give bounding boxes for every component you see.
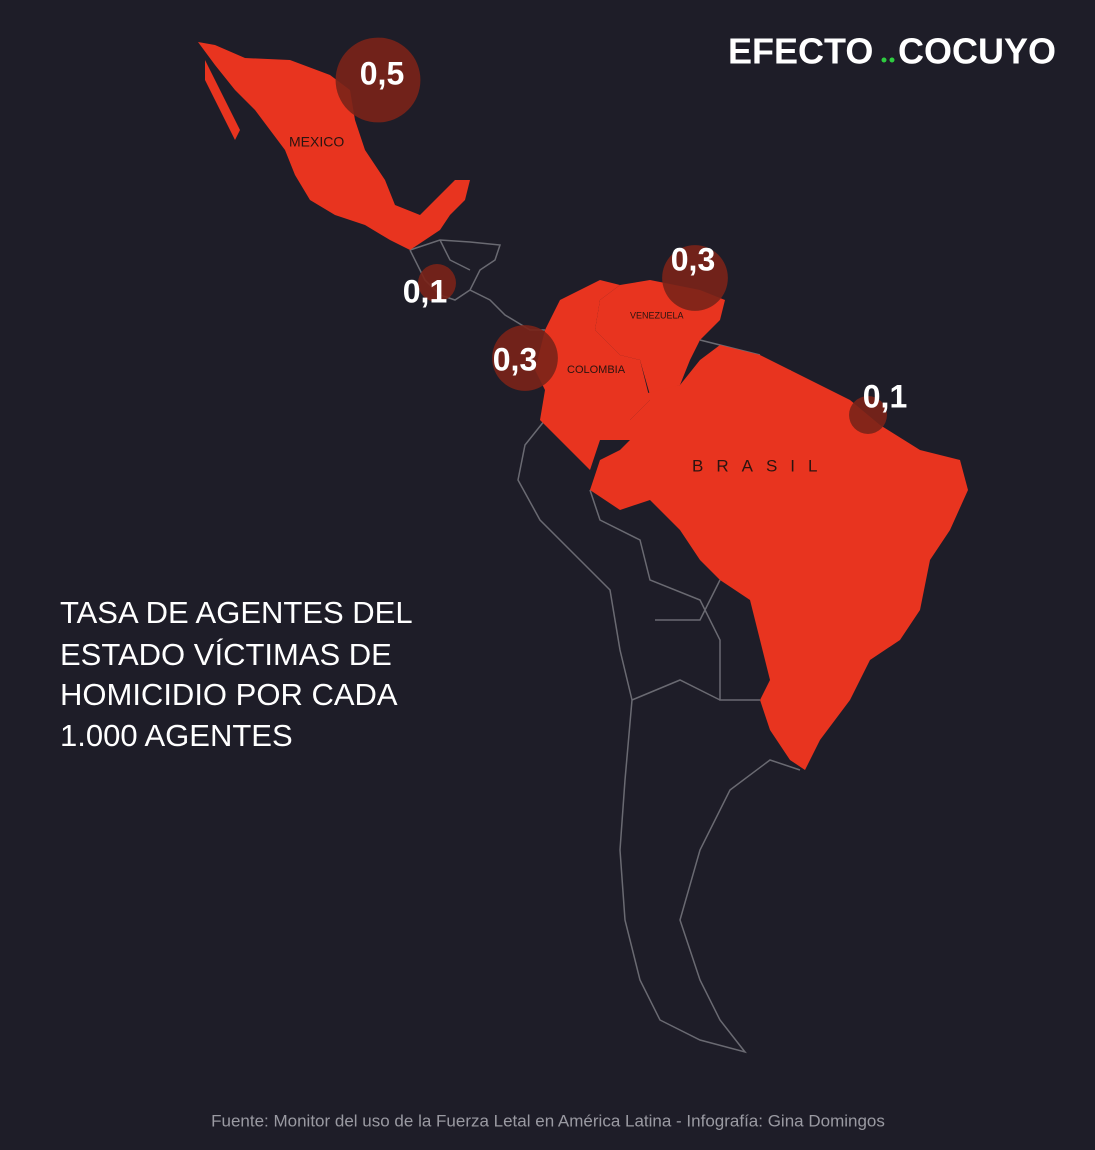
brand-left: EFECTO — [728, 31, 873, 72]
country-label: MEXICO — [289, 134, 344, 150]
value-bubble — [418, 264, 456, 302]
value-bubble — [849, 396, 887, 434]
title-line: ESTADO VÍCTIMAS DE — [60, 637, 392, 672]
country-label: VENEZUELA — [630, 310, 684, 320]
value-label: 0,5 — [360, 55, 404, 91]
colombia-shape — [535, 280, 650, 470]
value-label: 0,3 — [493, 341, 537, 377]
mexico-shape — [198, 42, 470, 250]
value-bubble — [335, 37, 421, 123]
value-label: 0,1 — [863, 378, 907, 414]
country-label: BRASIL — [692, 456, 830, 475]
title-line: 1.000 AGENTES — [60, 718, 293, 753]
value-label: 0,1 — [403, 273, 447, 309]
value-bubble — [662, 245, 728, 311]
title-line: TASA DE AGENTES DEL — [60, 595, 413, 630]
title-line: HOMICIDIO POR CADA — [60, 677, 398, 712]
brand-dot — [881, 57, 887, 63]
source: Fuente: Monitor del uso de la Fuerza Let… — [211, 1111, 885, 1130]
value-label: 0,3 — [671, 241, 715, 277]
brand-right: COCUYO — [898, 31, 1056, 72]
country-label: COLOMBIA — [567, 364, 626, 376]
brand-dot — [889, 57, 895, 63]
brazil-shape — [590, 345, 968, 770]
value-bubble — [492, 325, 558, 391]
